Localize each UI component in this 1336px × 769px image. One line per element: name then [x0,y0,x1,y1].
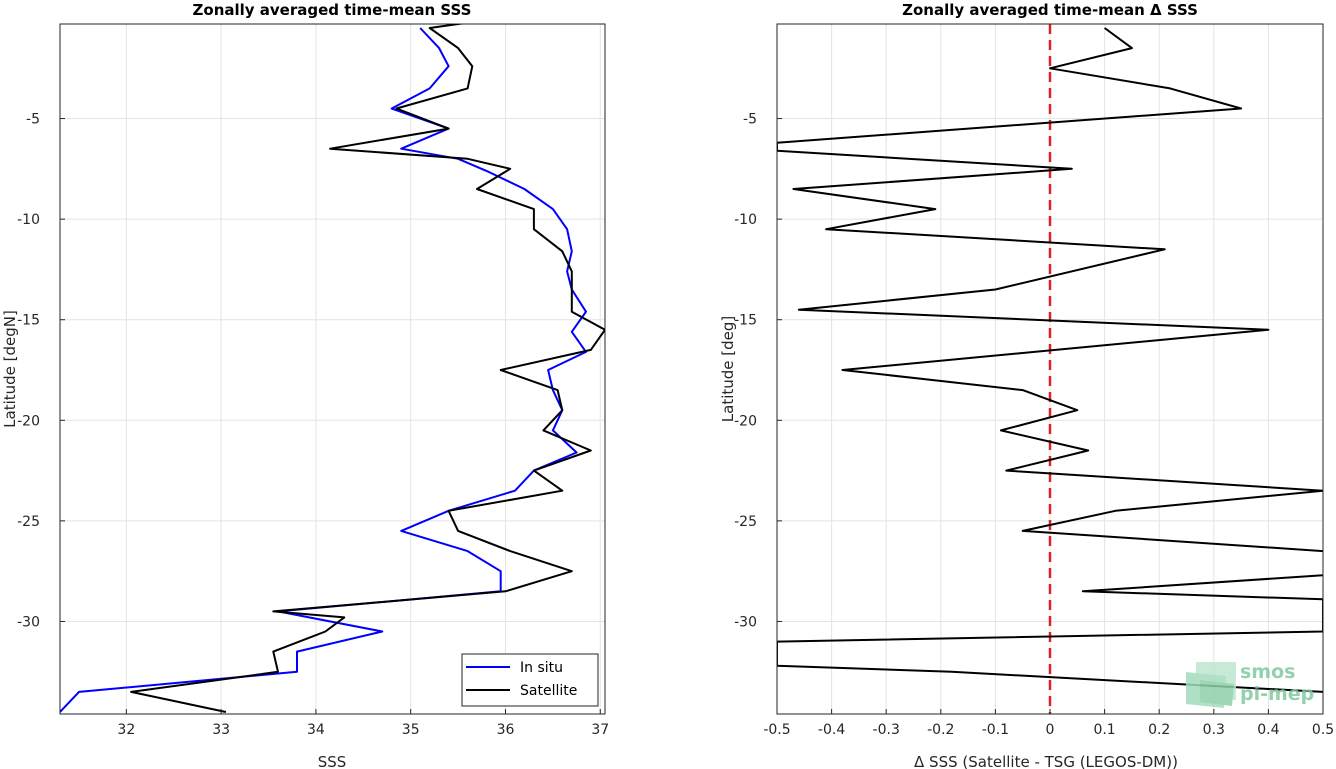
left-series-group [60,24,605,713]
left-chart-title: Zonally averaged time-mean SSS [193,1,472,19]
right-chart-panel: -0.5 -0.4 -0.3 -0.2 -0.1 0 0.1 0.2 0.3 0.4 0.5 -5 -1… [719,1,1334,769]
x-tick-label: 0.3 [1203,722,1225,738]
x-tick-label: 37 [591,722,609,738]
x-tick-label: 0.1 [1093,722,1115,738]
x-tick-label: 0 [1046,722,1055,738]
logo-text-line1: smos [1240,661,1295,683]
logo-text-line2: pi-mep [1240,683,1314,705]
x-tick-label: 32 [117,722,135,738]
left-plot-frame [59,23,606,715]
left-grid [60,24,605,714]
left-y-axis-label: Latitude [degN] [1,310,19,428]
series-line-satellite [130,24,605,713]
legend-label-satellite: Satellite [520,683,577,699]
right-chart-title: Zonally averaged time-mean Δ SSS [902,1,1198,19]
right-tick-labels: -0.5 -0.4 -0.3 -0.2 -0.1 0 0.1 0.2 0.3 0.4 0.5 -5 -1… [734,112,1334,738]
series-line-delta-sss [777,27,1323,693]
y-tick-label: -25 [734,514,757,530]
x-tick-label: -0.3 [873,722,900,738]
right-x-axis-label: Δ SSS (Satellite - TSG (LEGOS-DM)) [914,753,1178,769]
x-tick-label: -0.4 [818,722,845,738]
y-tick-label: -20 [17,413,40,429]
right-y-axis-label: Latitude [deg] [719,316,737,422]
y-tick-label: -30 [17,614,40,630]
x-tick-label: 36 [497,722,515,738]
series-line-in-situ [60,27,587,713]
legend-box [461,653,599,707]
y-tick-label: -5 [26,112,40,128]
x-tick-label: 0.2 [1148,722,1170,738]
x-tick-label: 33 [212,722,230,738]
logo-mark-icon [1186,662,1236,708]
y-tick-label: -5 [743,112,757,128]
smos-pi-mep-logo: smos pi-mep [1186,661,1314,708]
left-tick-labels: 32 33 34 35 36 37 -5 -10 -15 -20 -25 -30 [17,112,609,738]
x-tick-label: 0.4 [1257,722,1279,738]
y-tick-label: -15 [734,313,757,329]
y-tick-label: -15 [17,313,40,329]
left-x-axis-label: SSS [318,753,347,769]
legend-label-in-situ: In situ [520,660,563,676]
y-tick-label: -10 [17,212,40,228]
y-tick-label: -10 [734,212,757,228]
right-series-group [777,27,1323,693]
y-tick-label: -30 [734,614,757,630]
x-tick-label: 0.5 [1312,722,1334,738]
y-tick-label: -25 [17,514,40,530]
legend: In situ Satellite [461,653,599,707]
x-tick-label: -0.5 [763,722,790,738]
x-tick-label: 34 [307,722,325,738]
left-chart-panel: 32 33 34 35 36 37 -5 -10 -15 -20 -25 -30 Zonally av… [1,1,609,769]
x-tick-label: 35 [402,722,420,738]
x-tick-label: -0.1 [982,722,1009,738]
y-tick-label: -20 [734,413,757,429]
x-tick-label: -0.2 [927,722,954,738]
